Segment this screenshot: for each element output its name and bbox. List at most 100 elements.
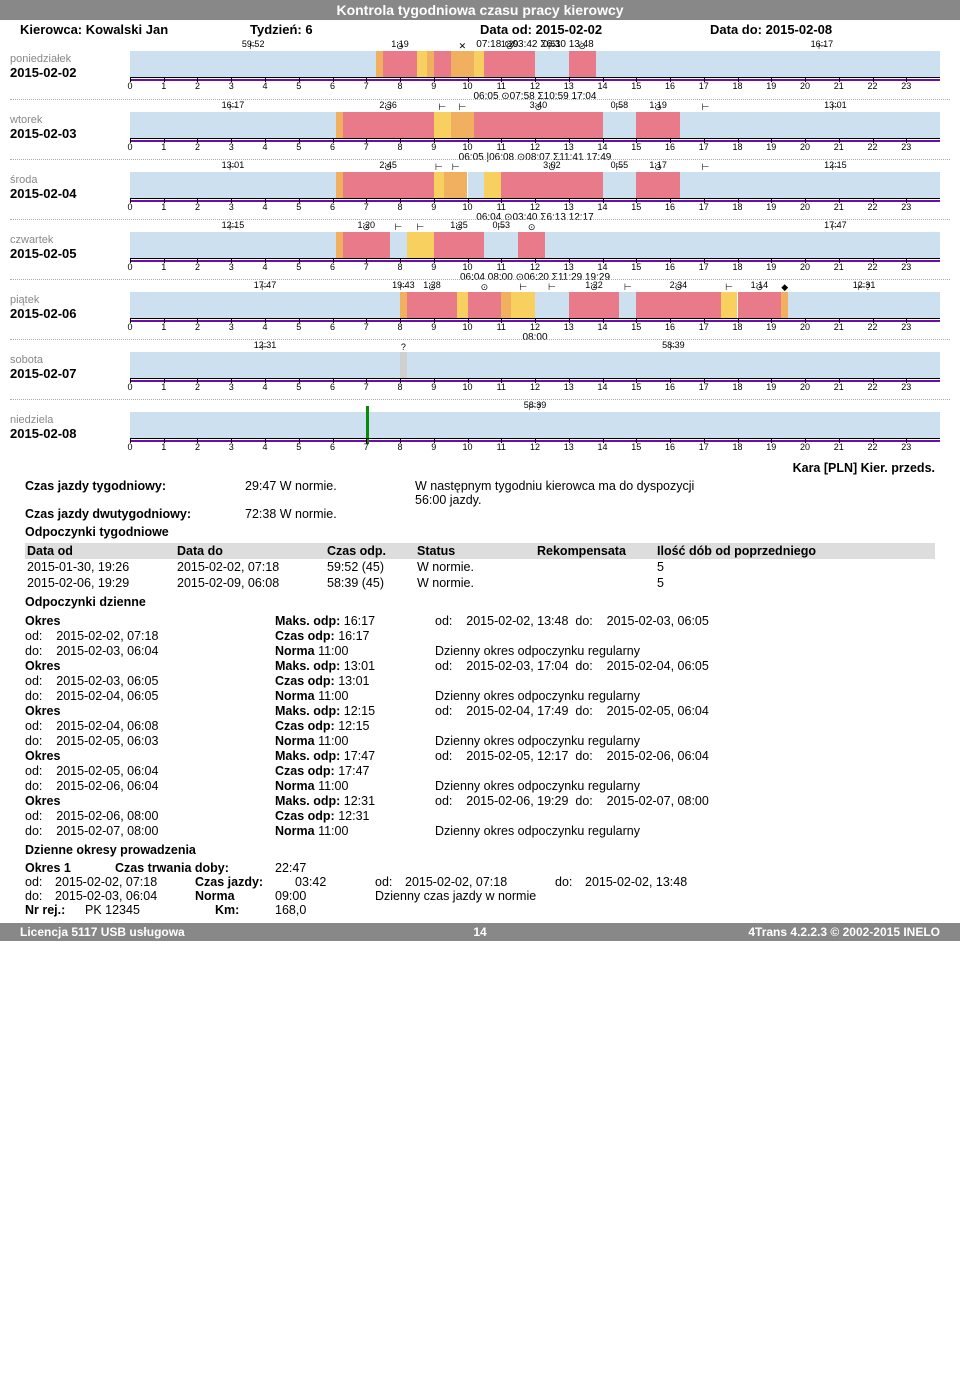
tick-label: 0 [127,202,132,212]
segment [596,51,704,77]
nrrej-label: Nr rej.: [25,903,85,917]
km-label: Km: [215,903,275,917]
tick-label: 2 [195,262,200,272]
segment [417,51,427,77]
day-date: 2015-02-07 [10,366,120,381]
tick-label: 10 [462,442,472,452]
kara-header: Kara [PLN] Kier. przeds. [0,459,960,477]
tick-label: 19 [766,202,776,212]
nrrej-value: PK 12345 [85,903,215,917]
tick-label: 6 [330,262,335,272]
tick-label: 20 [800,81,810,91]
okres-block: OkresMaks. odp: 17:47od: 2015-02-05, 12:… [25,749,935,793]
segment-mark: ⊢ [519,282,527,293]
tick-label: 23 [901,442,911,452]
cell: 59:52 (45) [325,559,415,575]
segment: ⊢?58:39 [130,412,940,438]
segment: ⊢19:43 [400,292,407,318]
segment-label: 16:17 [811,39,834,49]
tick-label: 14 [597,322,607,332]
th-czasodp: Czas odp. [325,543,415,559]
tick-label: 1 [161,81,166,91]
tick-label: 6 [330,382,335,392]
tick-label: 12 [530,442,540,452]
segment [336,172,343,198]
footer-right: 4Trans 4.2.2.3 © 2002-2015 INELO [520,925,940,939]
tick-label: 1 [161,142,166,152]
segment-label: 3:40 [530,100,548,110]
segment-label: 58:39 [524,400,547,410]
day-name: środa [10,174,120,186]
tick-label: 2 [195,442,200,452]
tick-label: 5 [296,262,301,272]
segment [474,51,484,77]
tick-label: 9 [431,142,436,152]
segment-label: 19:43 [392,280,415,290]
tick-label: 18 [732,442,742,452]
tick-label: 4 [262,202,267,212]
tick-label: 5 [296,81,301,91]
day-name: niedziela [10,414,120,426]
tick-label: 8 [397,142,402,152]
tick-label: 6 [330,81,335,91]
segment-mark: ⊙ [481,282,489,293]
cell: 2015-02-09, 06:08 [175,575,325,591]
segment: ⊢16:17 [704,51,940,77]
axis: 01234567891011121314151617181920212223 [130,378,940,390]
tick-label: 15 [631,442,641,452]
segment: ⊢0:51 [535,51,569,77]
segment-label: 0:58 [611,100,629,110]
tick-label: 21 [834,322,844,332]
segment: ⊢12:15 [130,232,336,258]
segment-label: 13:01 [222,160,245,170]
report-title: Kontrola tygodniowa czasu pracy kierowcy [0,0,960,20]
tick-label: 14 [597,142,607,152]
segment: ⊙1:20 [343,232,390,258]
segment: ⊙ [518,232,545,258]
tick-label: 4 [262,142,267,152]
tick-label: 11 [497,382,506,392]
segment [545,232,731,258]
cell: W normie. [415,559,535,575]
segment-label: 58:39 [662,340,685,350]
tick-label: 3 [229,382,234,392]
dzp-desc: Dzienny czas jazdy w normie [375,889,536,903]
tick-label: 1 [161,442,166,452]
tick-label: 14 [597,442,607,452]
segment-mark: ⊢ [624,282,632,293]
cj-tyg-note2: 56:00 jazdy. [415,493,481,507]
tick-label: 23 [901,322,911,332]
tick-label: 15 [631,202,641,212]
tick-label: 4 [262,322,267,332]
segment-mark: ⊢ [394,222,402,233]
tick-label: 6 [330,142,335,152]
segment-label: 12:15 [222,220,245,230]
tick-label: 11 [497,322,506,332]
tydzien-label: Tydzień: [250,22,302,37]
tick-label: 9 [431,382,436,392]
tick-label: 10 [462,81,472,91]
tick-label: 9 [431,262,436,272]
dzp-rod-label: od: [375,875,405,889]
tick-label: 19 [766,142,776,152]
tick-label: 17 [699,382,709,392]
tick-label: 14 [597,202,607,212]
tick-label: 18 [732,142,742,152]
tick-label: 1 [161,322,166,332]
segment: ⊙1:14 [738,292,782,318]
datado-label: Data do: [710,22,762,37]
tick-label: 12 [530,81,540,91]
segment: ⊙1:19 [383,51,417,77]
segment [457,292,467,318]
segment-mark: ⊢ [452,162,460,173]
odp-tyg-row: 2015-01-30, 19:262015-02-02, 07:1859:52 … [25,559,935,575]
ctd-value: 22:47 [275,861,306,875]
tick-label: 9 [431,202,436,212]
tick-label: 4 [262,262,267,272]
odp-tyg-table: Data od Data do Czas odp. Status Rekompe… [0,541,960,593]
segment-mark: ✕ [459,41,467,52]
segment-label: 2:36 [379,100,397,110]
tick-label: 9 [431,322,436,332]
tick-label: 7 [364,322,369,332]
tick-label: 10 [462,382,472,392]
